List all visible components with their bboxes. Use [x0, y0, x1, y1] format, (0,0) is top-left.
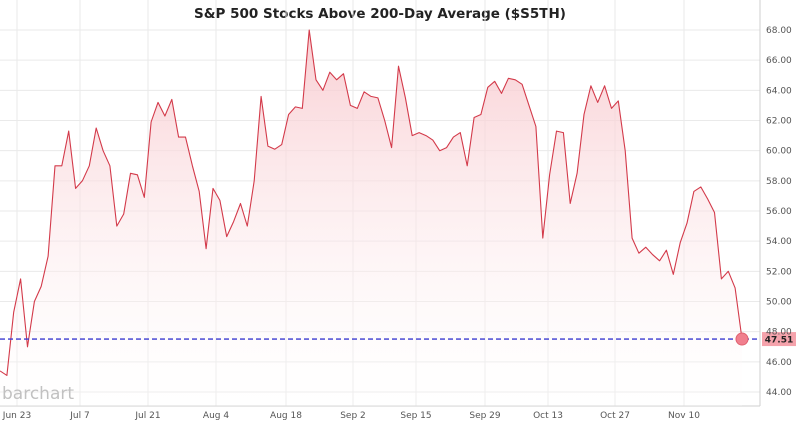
y-axis: 44.00 46.00 48.00 50.00 52.00 54.00 56.00 58.00…	[766, 26, 792, 398]
y-tick-label: 50.00	[766, 298, 792, 308]
last-value-marker	[735, 332, 749, 346]
y-tick-label: 66.00	[766, 56, 792, 66]
x-tick-label: Sep 2	[340, 411, 366, 421]
y-tick-label: 68.00	[766, 26, 792, 36]
y-tick-label: 58.00	[766, 177, 792, 187]
reference-layer: 47.51	[0, 332, 796, 347]
x-tick-label: Jul 7	[69, 411, 89, 421]
x-tick-label: Aug 4	[203, 411, 229, 421]
y-tick-label: 44.00	[766, 388, 792, 398]
y-tick-label: 60.00	[766, 147, 792, 157]
area-fill	[0, 30, 742, 406]
x-tick-label: Sep 29	[469, 411, 501, 421]
x-tick-label: Oct 27	[600, 411, 630, 421]
y-tick-label: 52.00	[766, 267, 792, 277]
last-value-label: 47.51	[765, 336, 793, 346]
area-layer	[0, 29, 743, 406]
x-tick-label: Oct 13	[533, 411, 563, 421]
x-tick-label: Sep 15	[400, 411, 431, 421]
y-tick-label: 48.00	[766, 328, 792, 338]
x-tick-label: Nov 10	[668, 411, 700, 421]
x-tick-label: Jul 21	[134, 411, 160, 421]
y-tick-label: 56.00	[766, 207, 792, 217]
x-tick-label: Jun 23	[2, 411, 31, 421]
last-value-label-bg	[762, 332, 796, 347]
chart-title: S&P 500 Stocks Above 200-Day Average ($S…	[194, 6, 566, 22]
x-tick-label: Aug 18	[270, 411, 302, 421]
series-line	[0, 29, 743, 376]
y-tick-label: 62.00	[766, 117, 792, 127]
y-tick-label: 64.00	[766, 86, 792, 96]
y-tick-label: 54.00	[766, 237, 792, 247]
y-tick-label: 46.00	[766, 358, 792, 368]
x-axis: Jun 23 Jul 7 Jul 21 Aug 4 Aug 18 Sep 2 Sep 15 S…	[2, 411, 700, 421]
